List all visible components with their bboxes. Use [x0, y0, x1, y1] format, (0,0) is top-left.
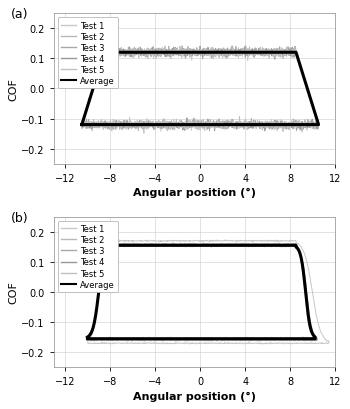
- Y-axis label: COF: COF: [8, 78, 18, 101]
- Y-axis label: COF: COF: [8, 281, 18, 304]
- X-axis label: Angular position (°): Angular position (°): [133, 187, 256, 198]
- Legend: Test 1, Test 2, Test 3, Test 4, Test 5, Average: Test 1, Test 2, Test 3, Test 4, Test 5, …: [58, 18, 118, 89]
- Legend: Test 1, Test 2, Test 3, Test 4, Test 5, Average: Test 1, Test 2, Test 3, Test 4, Test 5, …: [58, 221, 118, 292]
- Text: (a): (a): [11, 8, 29, 21]
- X-axis label: Angular position (°): Angular position (°): [133, 391, 256, 401]
- Text: (b): (b): [11, 211, 29, 224]
